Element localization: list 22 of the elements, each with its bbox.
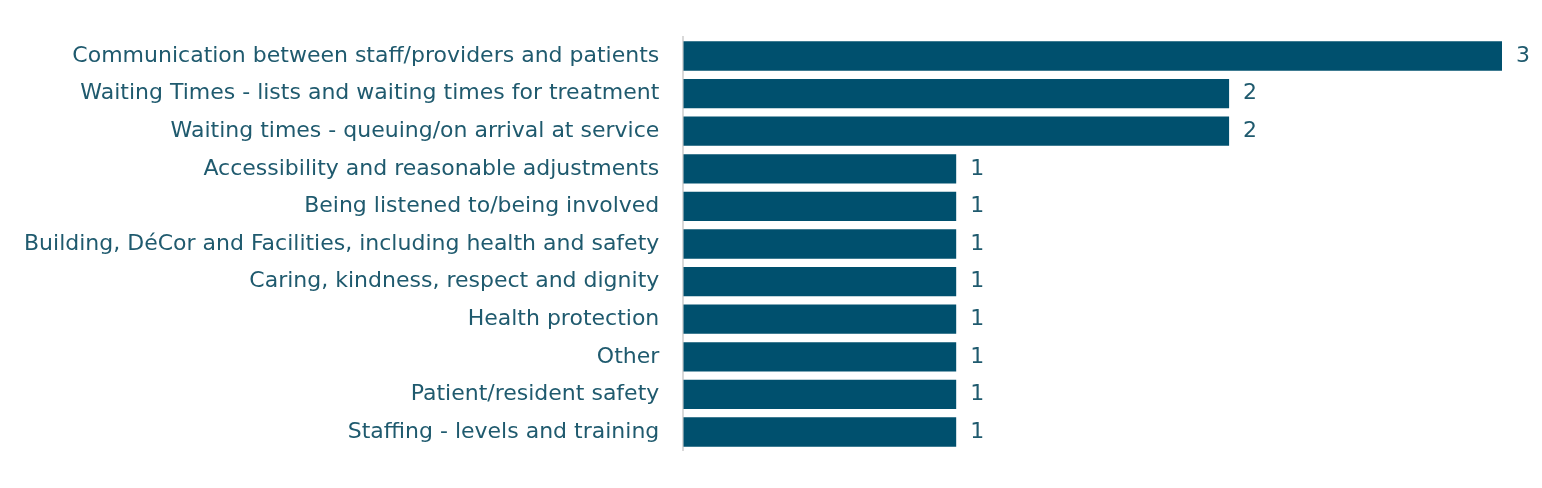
y-tick-label: Waiting times - queuing/on arrival at service xyxy=(170,116,660,142)
y-tick-label: Health protection xyxy=(467,304,660,330)
data-label: 3 xyxy=(1516,41,1530,67)
data-label: 1 xyxy=(970,342,985,368)
data-label: 1 xyxy=(970,380,985,406)
data-label: 1 xyxy=(970,417,985,443)
data-label: 2 xyxy=(1243,79,1258,105)
y-tick-label: Other xyxy=(596,342,661,368)
data-label: 2 xyxy=(1243,116,1258,142)
data-label: 1 xyxy=(970,267,985,293)
y-tick-label: Being listened to/being involved xyxy=(304,192,660,218)
data-label: 1 xyxy=(970,154,985,180)
y-tick-label: Patient/resident safety xyxy=(410,380,660,406)
data-label: 1 xyxy=(970,192,985,218)
y-tick-label: Accessibility and reasonable adjustments xyxy=(203,154,660,180)
y-tick-label: Staffing - levels and training xyxy=(347,417,660,443)
y-tick-label: Building, DéCor and Facilities, including health and safety xyxy=(24,229,660,255)
y-tick-label: Communication between staff/providers and patients xyxy=(72,41,660,67)
y-tick-label: Caring, kindness, respect and dignity xyxy=(249,267,660,293)
data-label: 1 xyxy=(970,229,985,255)
data-label: 1 xyxy=(970,304,985,330)
y-tick-label: Waiting Times - lists and waiting times for treatment xyxy=(80,79,660,105)
